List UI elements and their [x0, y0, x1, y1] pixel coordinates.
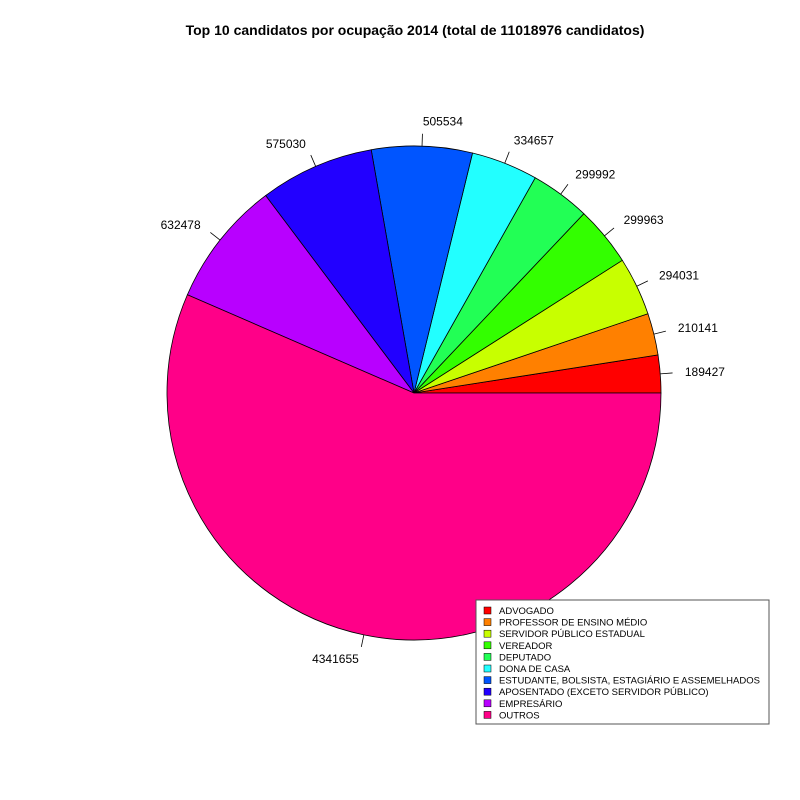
label-tick	[653, 330, 666, 335]
value-label: 632478	[161, 218, 201, 232]
value-label: 210141	[678, 321, 718, 335]
value-label: 299963	[624, 213, 664, 227]
value-label: 575030	[266, 137, 306, 151]
legend-label: APOSENTADO (EXCETO SERVIDOR PÚBLICO)	[499, 687, 709, 698]
pie-slice	[166, 294, 662, 641]
label-tick	[636, 280, 649, 287]
value-label: 4341655	[312, 652, 359, 666]
legend-swatch	[483, 711, 492, 719]
legend-label: EMPRESÁRIO	[499, 699, 562, 710]
legend-swatch	[483, 653, 492, 661]
value-label: 505534	[423, 114, 463, 128]
legend-swatch	[483, 618, 492, 626]
legend-box	[475, 599, 770, 725]
legend-label: DEPUTADO	[499, 652, 551, 663]
label-tick	[604, 227, 615, 237]
label-tick	[310, 154, 317, 167]
pie-slice	[265, 149, 415, 394]
legend-label: ADVOGADO	[499, 606, 554, 617]
value-label: 294031	[659, 269, 699, 283]
legend-swatch	[483, 687, 492, 696]
legend-label: ESTUDANTE, BOLSISTA, ESTAGIÁRIO E ASSEME…	[499, 676, 760, 687]
legend-label: OUTROS	[499, 710, 540, 721]
label-tick	[360, 634, 365, 648]
label-tick	[560, 184, 569, 195]
legend-label: PROFESSOR DE ENSINO MÉDIO	[499, 618, 647, 629]
legend-swatch	[483, 641, 492, 650]
legend-swatch	[483, 676, 492, 684]
value-labels: 189427 210141 294031 299963 299992 334657 5055…	[161, 114, 726, 666]
label-tick	[660, 372, 673, 375]
legend-swatch	[483, 629, 492, 638]
legend-swatch	[483, 664, 492, 673]
pie-slices	[166, 145, 662, 641]
legend-swatch	[483, 699, 492, 708]
chart-title: Top 10 candidatos por ocupação 2014 (tot…	[186, 22, 645, 38]
value-label: 299992	[575, 167, 615, 181]
legend-label: DONA DE CASA	[499, 664, 571, 675]
label-tick	[210, 232, 221, 241]
value-label: 189427	[685, 365, 725, 379]
label-tick	[504, 151, 510, 164]
legend-label: VEREADOR	[499, 641, 552, 652]
legend-label: SERVIDOR PÚBLICO ESTADUAL	[499, 629, 645, 640]
value-label: 334657	[514, 133, 554, 147]
legend-swatch	[483, 606, 492, 615]
pie-slice	[186, 194, 416, 394]
